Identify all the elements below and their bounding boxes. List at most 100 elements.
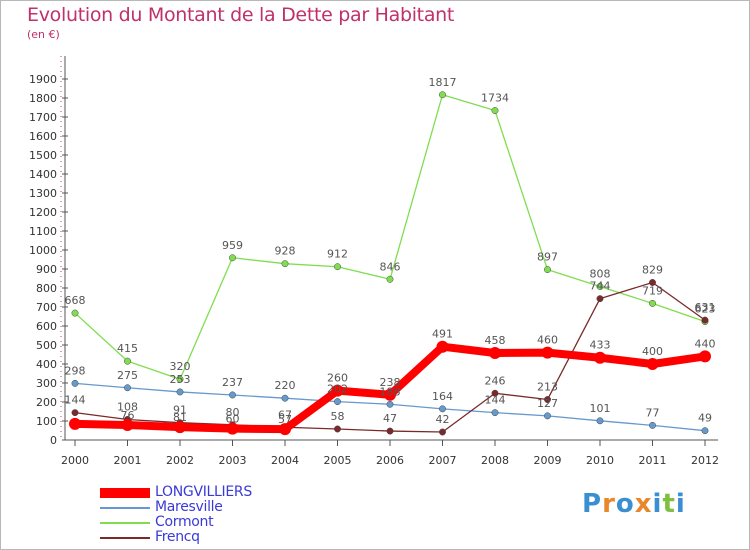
point-cormont-2001: [124, 357, 131, 365]
x-tick-label-2006: 2006: [376, 454, 404, 467]
point-frencq-2007: [439, 428, 446, 436]
data-label-frencq-2011: 829: [642, 263, 663, 276]
data-label-longvilliers-extra-2001: 76: [121, 409, 135, 422]
proxiti-logo: Proxiti: [582, 489, 686, 519]
data-label-frencq-2007: 42: [436, 413, 450, 426]
legend-swatch-cormont: [100, 522, 150, 524]
y-tick-label-1200: 1200: [29, 206, 57, 219]
data-label-longvilliers-2009: 460: [537, 334, 558, 347]
point-longvilliers-2008: [489, 346, 501, 359]
logo-letter: t: [662, 489, 676, 519]
data-label-frencq-2004: 67: [278, 408, 292, 421]
point-frencq-2005: [334, 425, 341, 433]
y-tick-label-300: 300: [36, 377, 57, 390]
x-tick-label-2000: 2000: [61, 454, 89, 467]
data-label-cormont-2000: 668: [65, 294, 86, 307]
point-cormont-2004: [281, 260, 289, 268]
logo-letter: r: [602, 489, 616, 519]
logo-letter: P: [582, 489, 603, 519]
point-frencq-2011: [649, 279, 656, 286]
y-tick-label-1400: 1400: [29, 168, 57, 181]
data-label-cormont-2004: 928: [275, 245, 296, 258]
data-label-maresville-2002: 253: [170, 373, 191, 386]
point-longvilliers-2009: [541, 346, 554, 359]
x-tick-label-2005: 2005: [324, 454, 352, 467]
y-tick-label-600: 600: [36, 320, 57, 333]
point-maresville-2000: [71, 379, 79, 387]
point-frencq-2008: [491, 389, 499, 397]
point-cormont-2010: [596, 283, 604, 290]
data-label-longvilliers-extra-2004: 57: [278, 413, 292, 426]
point-frencq-2010: [596, 295, 604, 303]
data-label-frencq-2003: 80: [226, 406, 240, 419]
point-cormont-2003: [229, 254, 236, 262]
legend-swatch-maresville: [100, 507, 150, 509]
data-label-longvilliers-2008: 458: [485, 334, 506, 347]
point-longvilliers-2012: [699, 350, 711, 363]
y-tick-label-1900: 1900: [29, 73, 57, 86]
point-longvilliers-2004: [279, 423, 291, 436]
data-label-frencq-2006: 47: [383, 412, 397, 425]
point-longvilliers-2010: [594, 351, 606, 364]
data-label-maresville-2003: 237: [222, 376, 243, 389]
x-tick-label-2007: 2007: [429, 454, 457, 467]
x-tick-label-2004: 2004: [271, 454, 299, 467]
point-frencq-2006: [386, 427, 394, 435]
logo-letter: i: [652, 489, 663, 519]
point-maresville-2012: [701, 427, 709, 435]
point-longvilliers-2000: [69, 417, 81, 430]
data-label-maresville-2004: 220: [275, 379, 296, 392]
y-tick-label-1500: 1500: [29, 149, 57, 162]
point-longvilliers-2003: [226, 422, 239, 435]
y-tick-label-1100: 1100: [29, 225, 57, 238]
chart-subtitle: (en €): [27, 28, 60, 41]
data-label-cormont-2003: 959: [222, 239, 243, 252]
point-cormont-2006: [386, 275, 394, 283]
point-cormont-2005: [334, 263, 341, 271]
data-label-frencq-2008: 246: [485, 374, 506, 387]
legend-swatch-longvilliers: [100, 488, 150, 498]
series-line-cormont: [74, 94, 706, 380]
point-longvilliers-2011: [646, 358, 659, 370]
point-maresville-2009: [544, 412, 551, 420]
y-tick-label-0: 0: [50, 434, 57, 447]
legend-label-longvilliers: LONGVILLIERS: [155, 484, 252, 500]
y-tick-label-1800: 1800: [29, 92, 57, 105]
y-tick-label-1600: 1600: [29, 130, 57, 143]
point-maresville-2001: [124, 384, 131, 392]
x-tick-label-2008: 2008: [481, 454, 509, 467]
data-label-cormont-2009: 897: [537, 251, 558, 264]
point-cormont-2007: [439, 91, 446, 99]
x-tick-label-2011: 2011: [639, 454, 667, 467]
point-cormont-2011: [649, 299, 656, 307]
data-label-frencq-2000: 144: [65, 394, 86, 407]
point-maresville-2005: [334, 398, 341, 406]
point-longvilliers-2007: [436, 340, 449, 353]
x-tick-label-2002: 2002: [166, 454, 194, 467]
point-longvilliers-2005: [331, 384, 344, 397]
data-label-longvilliers-2010: 433: [590, 339, 611, 352]
data-label-maresville-2010: 101: [590, 402, 611, 415]
data-label-cormont-2005: 912: [327, 248, 348, 261]
point-maresville-2008: [491, 409, 499, 417]
data-label-cormont-2010: 808: [590, 267, 611, 280]
point-maresville-2006: [386, 400, 394, 408]
point-cormont-2008: [491, 107, 499, 114]
y-tick-label-1700: 1700: [29, 111, 57, 124]
data-label-maresville-2005: 202: [327, 383, 348, 396]
data-label-cormont-2007: 1817: [429, 76, 457, 89]
data-label-longvilliers-extra-2003: 60: [226, 413, 240, 426]
y-tick-label-100: 100: [36, 415, 57, 428]
y-tick-label-1000: 1000: [29, 244, 57, 257]
data-label-frencq-2010: 744: [590, 280, 611, 293]
point-cormont-2002: [176, 375, 184, 383]
legend-label-cormont: Cormont: [155, 514, 214, 530]
data-label-maresville-2011: 77: [646, 406, 660, 419]
point-maresville-2004: [281, 394, 289, 402]
y-tick-label-1300: 1300: [29, 187, 57, 200]
data-label-frencq-2009: 213: [537, 381, 558, 394]
logo-letter: x: [634, 489, 653, 519]
data-label-frencq-2012: 631: [695, 301, 716, 314]
y-tick-label-400: 400: [36, 358, 57, 371]
